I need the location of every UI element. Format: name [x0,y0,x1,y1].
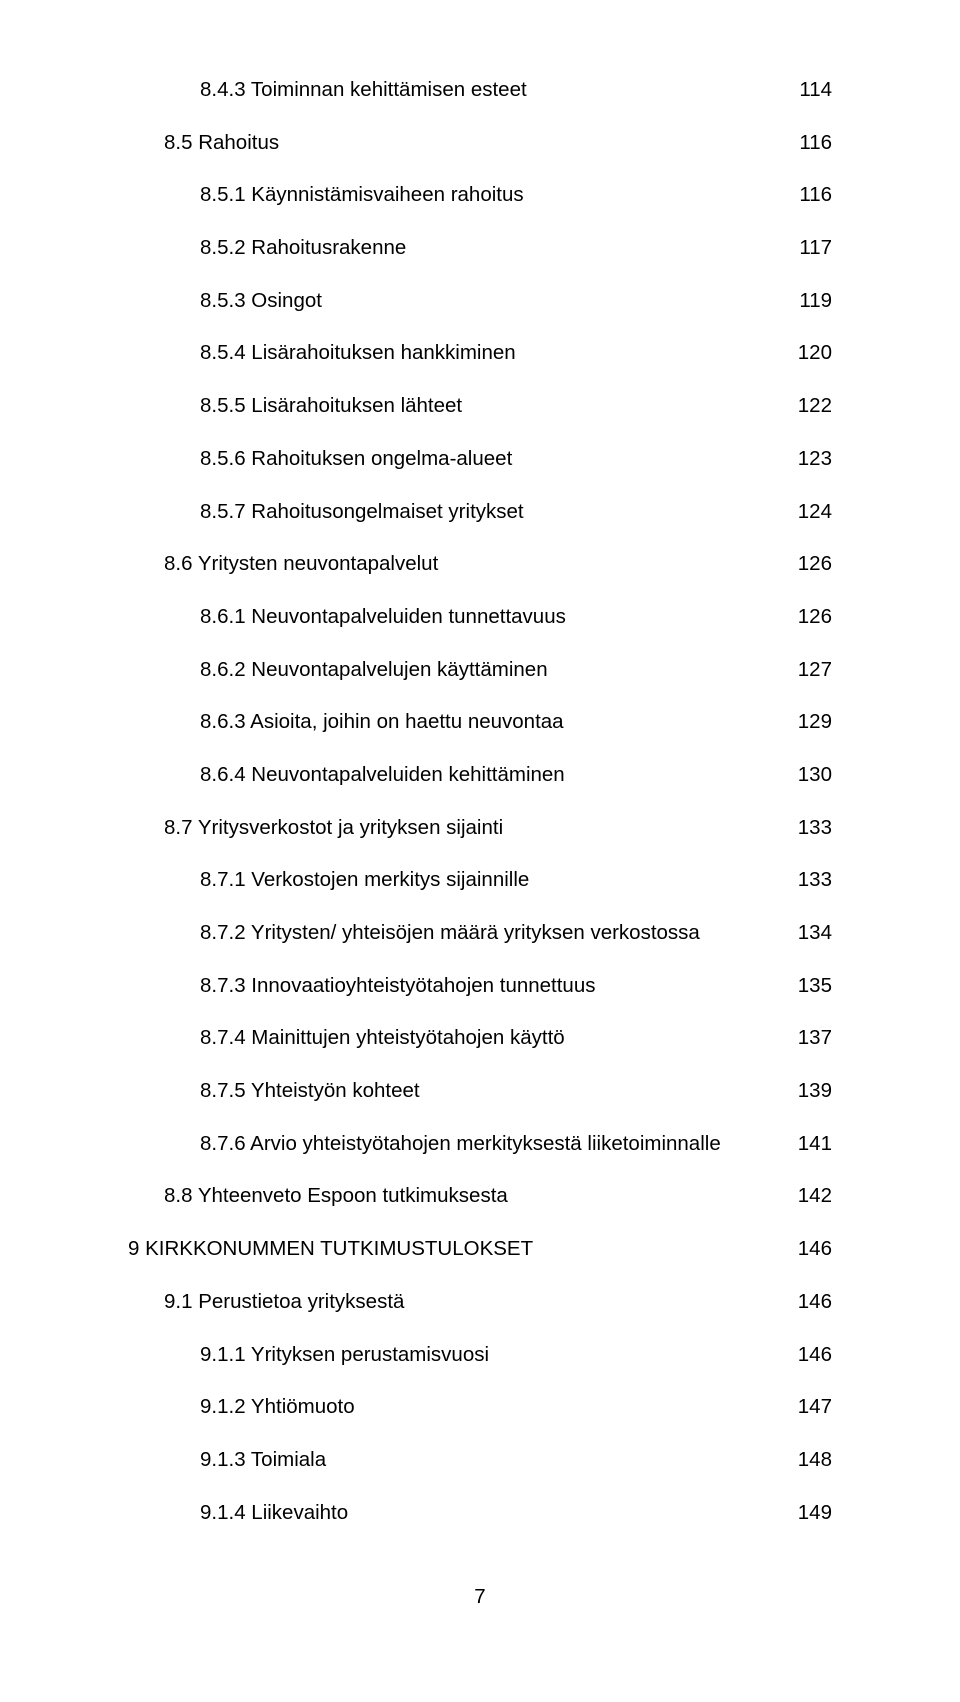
toc-entry: 8.5.7 Rahoitusongelmaiset yritykset124 [200,498,832,527]
toc-entry: 8.7.6 Arvio yhteistyötahojen merkitykses… [200,1130,832,1159]
toc-label: 8.5.7 Rahoitusongelmaiset yritykset [200,498,798,527]
toc-entry: 9.1.2 Yhtiömuoto147 [200,1393,832,1422]
toc-entry: 8.5.1 Käynnistämisvaiheen rahoitus116 [200,181,832,210]
toc-entry: 8.5 Rahoitus116 [164,129,832,158]
toc-label: 8.8 Yhteenveto Espoon tutkimuksesta [164,1182,798,1211]
toc-label: 9.1.1 Yrityksen perustamisvuosi [200,1341,798,1370]
toc-entry: 8.6.4 Neuvontapalveluiden kehittäminen13… [200,761,832,790]
table-of-contents: 8.4.3 Toiminnan kehittämisen esteet1148.… [128,76,832,1527]
toc-label: 8.6.1 Neuvontapalveluiden tunnettavuus [200,603,798,632]
toc-page-number: 133 [798,814,832,843]
toc-entry: 8.7 Yritysverkostot ja yrityksen sijaint… [164,814,832,843]
toc-entry: 8.7.3 Innovaatioyhteistyötahojen tunnett… [200,972,832,1001]
toc-page-number: 141 [798,1130,832,1159]
toc-page-number: 137 [798,1024,832,1053]
toc-label: 9.1 Perustietoa yrityksestä [164,1288,798,1317]
toc-page-number: 149 [798,1499,832,1528]
toc-label: 8.5.2 Rahoitusrakenne [200,234,799,263]
toc-page-number: 142 [798,1182,832,1211]
toc-entry: 8.7.2 Yritysten/ yhteisöjen määrä yrityk… [200,919,832,948]
toc-page-number: 126 [798,550,832,579]
toc-label: 8.5.3 Osingot [200,287,799,316]
toc-label: 8.5.5 Lisärahoituksen lähteet [200,392,798,421]
toc-label: 8.7.3 Innovaatioyhteistyötahojen tunnett… [200,972,798,1001]
toc-label: 8.6.3 Asioita, joihin on haettu neuvonta… [200,708,798,737]
toc-page-number: 146 [798,1341,832,1370]
toc-page-number: 133 [798,866,832,895]
toc-entry: 9.1.3 Toimiala148 [200,1446,832,1475]
toc-entry: 9.1.4 Liikevaihto149 [200,1499,832,1528]
toc-label: 8.5 Rahoitus [164,129,799,158]
toc-label: 8.6.2 Neuvontapalvelujen käyttäminen [200,656,798,685]
toc-page-number: 120 [798,339,832,368]
toc-entry: 9.1.1 Yrityksen perustamisvuosi146 [200,1341,832,1370]
toc-label: 8.7.2 Yritysten/ yhteisöjen määrä yrityk… [200,919,798,948]
toc-entry: 8.7.1 Verkostojen merkitys sijainnille13… [200,866,832,895]
toc-page-number: 116 [799,129,832,158]
toc-page-number: 147 [798,1393,832,1422]
toc-page-number: 130 [798,761,832,790]
toc-entry: 8.5.3 Osingot119 [200,287,832,316]
toc-page-number: 127 [798,656,832,685]
toc-page-number: 114 [799,76,832,105]
toc-entry: 8.4.3 Toiminnan kehittämisen esteet114 [200,76,832,105]
toc-entry: 9.1 Perustietoa yrityksestä146 [164,1288,832,1317]
toc-label: 8.7.5 Yhteistyön kohteet [200,1077,798,1106]
toc-entry: 8.7.4 Mainittujen yhteistyötahojen käytt… [200,1024,832,1053]
page-number: 7 [128,1585,832,1609]
toc-page-number: 126 [798,603,832,632]
toc-entry: 8.6 Yritysten neuvontapalvelut126 [164,550,832,579]
toc-label: 8.7.4 Mainittujen yhteistyötahojen käytt… [200,1024,798,1053]
toc-label: 8.5.6 Rahoituksen ongelma-alueet [200,445,798,474]
toc-page-number: 146 [798,1235,832,1264]
toc-page-number: 148 [798,1446,832,1475]
toc-label: 8.7 Yritysverkostot ja yrityksen sijaint… [164,814,798,843]
toc-page-number: 129 [798,708,832,737]
toc-page-number: 134 [798,919,832,948]
toc-page-number: 117 [799,234,832,263]
toc-page-number: 119 [799,287,832,316]
toc-entry: 9 KIRKKONUMMEN TUTKIMUSTULOKSET146 [128,1235,832,1264]
toc-page-number: 116 [799,181,832,210]
toc-entry: 8.5.5 Lisärahoituksen lähteet122 [200,392,832,421]
toc-label: 8.5.4 Lisärahoituksen hankkiminen [200,339,798,368]
toc-entry: 8.6.2 Neuvontapalvelujen käyttäminen127 [200,656,832,685]
toc-label: 8.7.1 Verkostojen merkitys sijainnille [200,866,798,895]
toc-label: 8.7.6 Arvio yhteistyötahojen merkitykses… [200,1130,798,1159]
toc-label: 8.6 Yritysten neuvontapalvelut [164,550,798,579]
toc-page-number: 122 [798,392,832,421]
toc-entry: 8.5.4 Lisärahoituksen hankkiminen120 [200,339,832,368]
toc-label: 9.1.3 Toimiala [200,1446,798,1475]
toc-label: 8.4.3 Toiminnan kehittämisen esteet [200,76,799,105]
toc-label: 8.6.4 Neuvontapalveluiden kehittäminen [200,761,798,790]
document-page: 8.4.3 Toiminnan kehittämisen esteet1148.… [0,0,960,1702]
toc-label: 8.5.1 Käynnistämisvaiheen rahoitus [200,181,799,210]
toc-label: 9.1.2 Yhtiömuoto [200,1393,798,1422]
toc-page-number: 123 [798,445,832,474]
toc-page-number: 135 [798,972,832,1001]
toc-entry: 8.7.5 Yhteistyön kohteet139 [200,1077,832,1106]
toc-label: 9 KIRKKONUMMEN TUTKIMUSTULOKSET [128,1235,798,1264]
toc-page-number: 124 [798,498,832,527]
toc-entry: 8.8 Yhteenveto Espoon tutkimuksesta142 [164,1182,832,1211]
toc-page-number: 139 [798,1077,832,1106]
toc-entry: 8.6.3 Asioita, joihin on haettu neuvonta… [200,708,832,737]
toc-page-number: 146 [798,1288,832,1317]
toc-entry: 8.5.6 Rahoituksen ongelma-alueet123 [200,445,832,474]
toc-entry: 8.5.2 Rahoitusrakenne117 [200,234,832,263]
toc-label: 9.1.4 Liikevaihto [200,1499,798,1528]
toc-entry: 8.6.1 Neuvontapalveluiden tunnettavuus12… [200,603,832,632]
